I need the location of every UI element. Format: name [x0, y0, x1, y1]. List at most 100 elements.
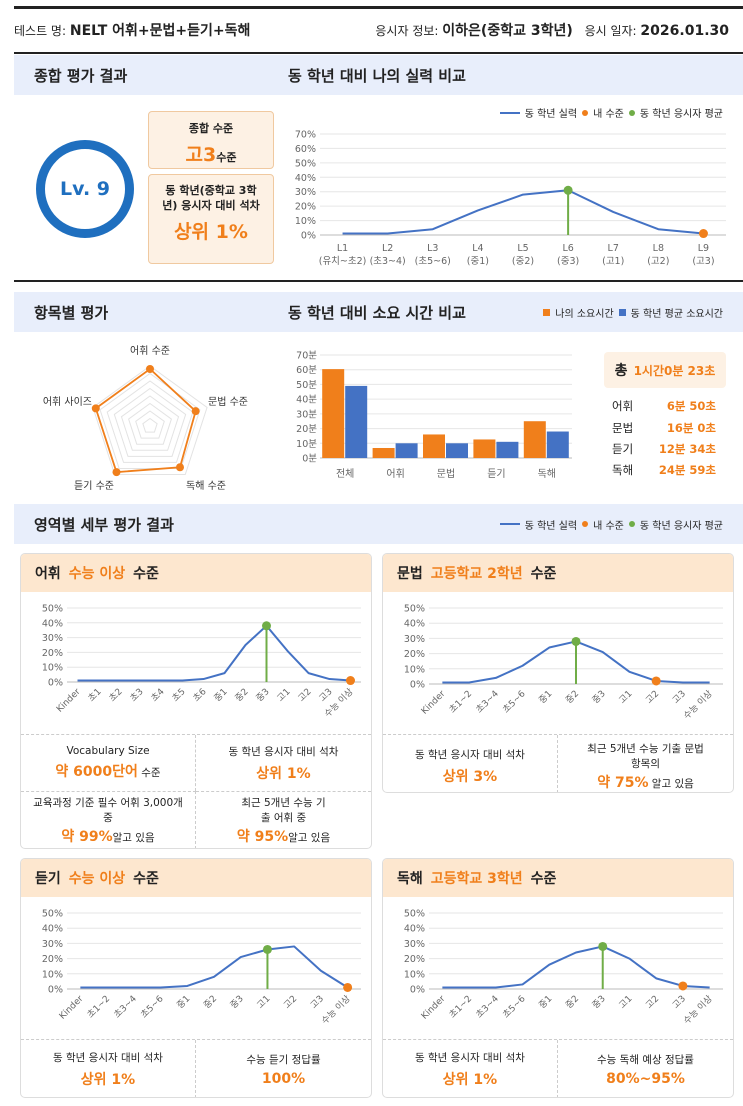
vocab-stats: Vocabulary Size 약 6000단어 수준 동 학년 응시자 대비 석…: [21, 734, 371, 848]
my-level-point: [346, 676, 355, 686]
stat-value: 상위 3%: [442, 769, 498, 785]
x-tick-label: 초5~6: [501, 688, 528, 715]
x-tick-label: 중1: [175, 993, 193, 1011]
y-tick-label: 30%: [404, 634, 425, 645]
my-level-point: [343, 982, 353, 992]
bar: [496, 441, 519, 458]
x-tick-label: 초5: [170, 686, 188, 704]
compare-title: 동 학년 대비 나의 실력 비교: [288, 66, 466, 85]
stat-label: 교육과정 기준 필수 어휘 3,000개 중: [33, 797, 183, 824]
my-level-point: [651, 676, 661, 686]
stat-label: 동 학년 응시자 대비 석차: [415, 749, 525, 761]
legend-orange-dot-icon: [582, 521, 589, 527]
y-tick-label: 30%: [295, 187, 316, 198]
bar: [395, 443, 418, 458]
stat-value-row: 약 95%알고 있음: [237, 826, 330, 846]
date-label: 응시 일자:: [584, 24, 637, 38]
radar-grid: [135, 410, 165, 439]
x-tick-label: 초4: [149, 686, 167, 704]
detail-legend: 동 학년 실력 내 수준 동 학년 응시자 평균: [499, 517, 723, 532]
overall-level-value: 고3: [185, 144, 217, 166]
y-tick-label: 10%: [42, 663, 63, 674]
x-tick-label: L5: [517, 243, 528, 254]
x-tick-label: (중3): [557, 256, 579, 267]
average-point: [571, 636, 581, 646]
y-tick-label: 0분: [302, 454, 317, 465]
overall-level-title: 종합 수준: [188, 122, 234, 135]
vocab-card: 어휘 수능 이상 수준 0% 10% 20% 30% 40% 50% Kinder 초1 초2 초…: [20, 553, 372, 849]
x-tick-label: L6: [562, 243, 573, 254]
card-suffix: 수준: [530, 566, 557, 582]
y-tick-label: 60%: [295, 144, 316, 155]
x-tick-label: (고2): [647, 256, 669, 267]
radar-series: [94, 367, 197, 474]
legend-time-avg: 동 학년 평균 소요시간: [630, 308, 723, 320]
stat-cell: 동 학년 응시자 대비 석차 상위 1%: [196, 735, 371, 791]
x-tick-label: 고3: [671, 689, 688, 706]
x-tick-label: 초1: [86, 686, 104, 704]
y-tick-label: 10%: [404, 664, 425, 675]
time-row-label: 문법: [612, 421, 634, 435]
test-name-block: 테스트 명: NELT 어휘+문법+듣기+독해: [14, 20, 250, 40]
overall-section-header: 종합 평가 결과 동 학년 대비 나의 실력 비교: [14, 55, 743, 95]
x-tick-label: 중3: [590, 688, 608, 706]
stat-label: 수능 듣기 정답률: [246, 1053, 321, 1066]
x-tick-label: 고1: [618, 994, 635, 1011]
y-tick-label: 20%: [404, 954, 425, 965]
y-tick-label: 30%: [42, 633, 63, 644]
my-level-point: [678, 981, 688, 991]
x-tick-label: (고3): [692, 256, 714, 267]
stat-value-row: 약 99%알고 있음: [61, 826, 154, 846]
reading-card-header: 독해 고등학교 3학년 수준: [383, 859, 733, 897]
y-tick-label: 0%: [410, 680, 425, 691]
x-tick-label: 고3: [671, 994, 688, 1011]
y-tick-label: 70분: [296, 351, 317, 362]
bar: [473, 439, 496, 458]
card-suffix: 수준: [133, 871, 159, 887]
bar: [546, 431, 569, 458]
stat-cell: 동 학년 응시자 대비 석차 상위 1%: [383, 1040, 558, 1097]
stat-label: 동 학년 응시자 대비 석차: [53, 1051, 163, 1064]
section-rule-1: [14, 280, 743, 282]
detail-section-header: 영역별 세부 평가 결과 동 학년 실력 내 수준 동 학년 응시자 평균: [14, 504, 743, 544]
reading-card: 독해 고등학교 3학년 수준 0% 10% 20% 30% 40% 50% Kinder 초1…: [382, 858, 734, 1098]
overall-level-suffix: 수준: [216, 151, 237, 164]
y-tick-label: 70%: [295, 130, 316, 141]
x-tick-label: (초5~6): [415, 256, 451, 267]
x-tick-label: 고2: [644, 689, 661, 706]
stat-tail: 알고 있음: [288, 832, 331, 844]
card-suffix: 수준: [133, 566, 159, 582]
radar-point: [191, 407, 200, 416]
overall-rank-value: 상위 1%: [174, 221, 248, 243]
card-level: 수능 이상: [68, 871, 126, 887]
y-tick-label: 50%: [42, 604, 63, 615]
y-tick-label: 20%: [42, 648, 63, 659]
y-tick-label: 40분: [296, 395, 317, 406]
stat-label: 동 학년 응시자 대비 석차: [415, 1051, 525, 1064]
radar-point: [175, 463, 184, 472]
x-tick-label: 초3~4: [474, 688, 501, 715]
stat-label: 최근 5개년 수능 기출 어휘 중: [241, 797, 326, 824]
report-header: 테스트 명: NELT 어휘+문법+듣기+독해 응시자 정보: 이하은(중학교 …: [14, 8, 729, 52]
x-tick-label: 초1~2: [85, 993, 112, 1020]
average-point: [262, 621, 271, 631]
radar-axis-label: 문법 수준: [208, 396, 248, 408]
radar-point: [112, 468, 121, 477]
radar-grid: [113, 387, 187, 457]
legend-time-mine: 나의 소요시간: [555, 308, 614, 320]
stat-cell: 동 학년 응시자 대비 석차 상위 1%: [21, 1040, 196, 1097]
x-tick-label: 중2: [563, 993, 581, 1011]
x-tick-label: 중1: [537, 993, 555, 1011]
x-tick-label: Kinder: [58, 994, 86, 1022]
test-name-label: 테스트 명:: [14, 24, 67, 38]
stat-cell: 최근 5개년 수능 기출 문법 항목의 약 75% 알고 있음: [558, 735, 733, 792]
time-row-value: 24분 59초: [658, 463, 716, 477]
radar-grid: [128, 402, 172, 445]
legend-orange-dot-icon: [582, 109, 589, 116]
y-tick-label: 0%: [48, 678, 63, 689]
legend-mine-square-icon: [543, 308, 551, 316]
time-row: 어휘 6분 50초: [612, 398, 716, 414]
test-date: 2026.01.30: [640, 23, 729, 39]
y-tick-label: 50%: [295, 158, 316, 169]
